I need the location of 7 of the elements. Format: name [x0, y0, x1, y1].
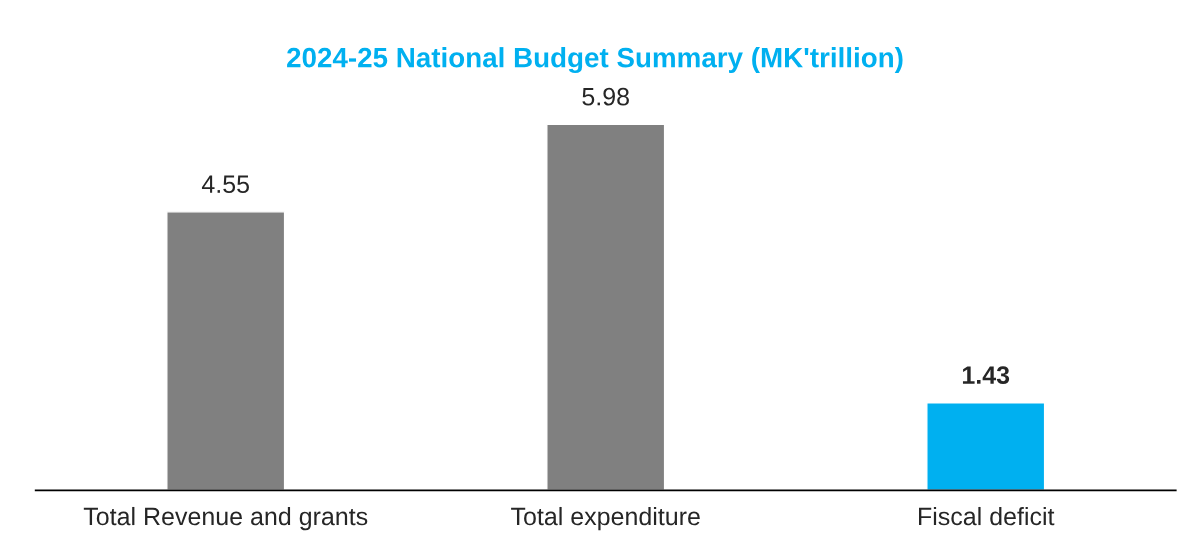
x-tick-label: Fiscal deficit: [919, 506, 1055, 526]
chart-title: 2024-25 National Budget Summary (MK'trillion): [287, 47, 903, 74]
x-tick-label: Total expenditure: [511, 506, 700, 531]
x-tick-label: Total Revenue and grants: [83, 506, 368, 531]
data-label: 4.55: [201, 175, 249, 194]
data-label: 5.98: [582, 87, 629, 106]
data-label: 1.43: [962, 366, 1010, 384]
